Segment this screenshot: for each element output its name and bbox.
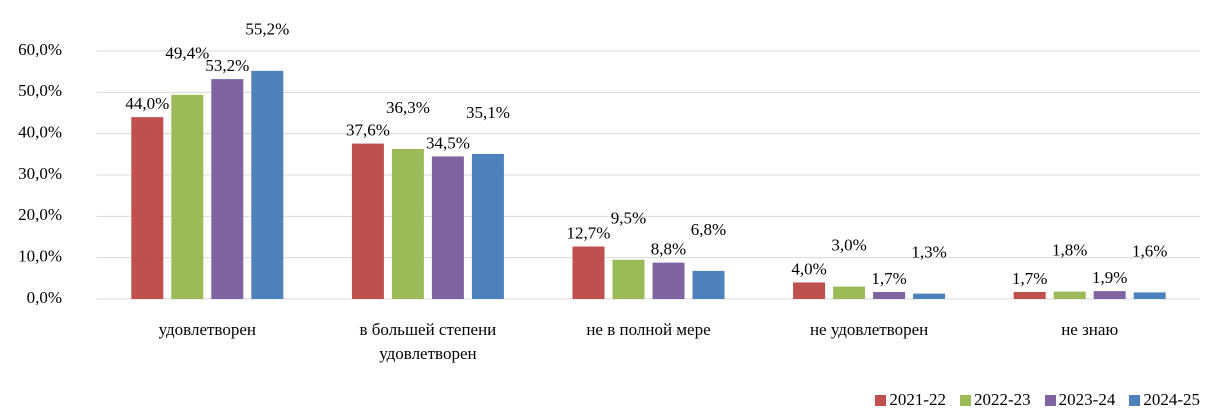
bar bbox=[833, 286, 866, 299]
value-label: 49,4% bbox=[165, 44, 209, 63]
bar bbox=[171, 94, 204, 300]
bar bbox=[793, 282, 826, 299]
value-label: 37,6% bbox=[346, 120, 390, 139]
x-tick-label: не удовлетворен bbox=[809, 320, 929, 339]
value-label: 12,7% bbox=[567, 223, 611, 242]
legend-item: 2021-22 bbox=[875, 390, 946, 410]
bar bbox=[391, 148, 424, 299]
legend-label: 2023-24 bbox=[1058, 390, 1116, 409]
value-label: 3,0% bbox=[831, 236, 866, 255]
value-label: 1,9% bbox=[1092, 268, 1127, 287]
y-tick-label: 50,0% bbox=[18, 81, 62, 100]
value-label: 44,0% bbox=[125, 94, 169, 113]
value-label: 36,3% bbox=[386, 98, 430, 117]
value-label: 4,0% bbox=[791, 259, 826, 278]
bar bbox=[652, 262, 685, 299]
bar bbox=[211, 79, 244, 300]
value-label: 8,8% bbox=[651, 240, 686, 259]
bar bbox=[431, 156, 464, 299]
bar bbox=[471, 153, 504, 299]
value-label: 34,5% bbox=[426, 133, 470, 152]
bar bbox=[913, 293, 946, 299]
legend: 2021-22 2022-23 2023-24 2024-25 bbox=[875, 390, 1200, 410]
x-tick-label: в большей степени удовлетворен bbox=[359, 320, 497, 363]
bar bbox=[251, 70, 284, 299]
x-tick-label: удовлетворен bbox=[158, 320, 256, 339]
bar bbox=[1093, 291, 1126, 299]
x-tick-label: не в полной мере bbox=[586, 320, 711, 339]
value-label: 6,8% bbox=[691, 220, 726, 239]
bar bbox=[1053, 291, 1086, 299]
legend-swatch bbox=[875, 394, 887, 406]
value-label: 53,2% bbox=[205, 56, 249, 75]
bar bbox=[873, 291, 906, 299]
value-label: 1,8% bbox=[1052, 240, 1087, 259]
bar bbox=[572, 246, 605, 299]
legend-label: 2024-25 bbox=[1143, 390, 1200, 409]
legend-label: 2022-23 bbox=[973, 390, 1031, 409]
y-tick-label: 20,0% bbox=[18, 205, 62, 224]
bar bbox=[692, 270, 725, 299]
legend-swatch bbox=[1129, 394, 1141, 406]
value-label: 35,1% bbox=[466, 103, 510, 122]
bar bbox=[612, 259, 645, 299]
y-tick-label: 40,0% bbox=[18, 123, 62, 142]
value-label: 1,6% bbox=[1132, 241, 1167, 260]
bar bbox=[131, 117, 164, 299]
x-tick-label: не знаю bbox=[1061, 320, 1119, 339]
bar bbox=[351, 143, 384, 299]
y-tick-label: 30,0% bbox=[18, 164, 62, 183]
value-label: 55,2% bbox=[245, 20, 289, 39]
legend-swatch bbox=[1044, 394, 1056, 406]
bar bbox=[1013, 291, 1046, 299]
value-label: 1,7% bbox=[871, 269, 906, 288]
value-label: 1,7% bbox=[1012, 269, 1047, 288]
value-label: 9,5% bbox=[611, 209, 646, 228]
value-label: 1,3% bbox=[911, 243, 946, 262]
legend-label: 2021-22 bbox=[889, 390, 946, 409]
legend-item: 2022-23 bbox=[959, 390, 1031, 410]
y-tick-label: 0,0% bbox=[27, 288, 62, 307]
legend-item: 2023-24 bbox=[1044, 390, 1116, 410]
legend-item: 2024-25 bbox=[1129, 390, 1200, 410]
bar bbox=[1133, 292, 1166, 299]
legend-swatch bbox=[959, 394, 971, 406]
y-tick-label: 60,0% bbox=[18, 40, 62, 59]
y-tick-label: 10,0% bbox=[18, 247, 62, 266]
